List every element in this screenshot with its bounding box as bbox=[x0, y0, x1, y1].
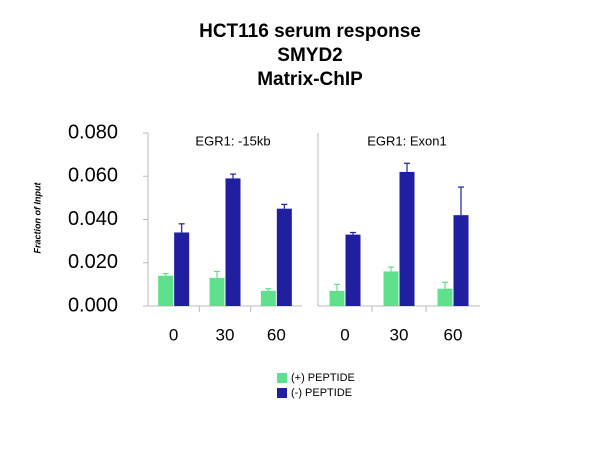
panel-title: EGR1: Exon1 bbox=[367, 133, 447, 148]
bar bbox=[174, 232, 190, 306]
chart-title: HCT116 serum response bbox=[199, 21, 421, 42]
bar bbox=[260, 290, 276, 306]
bar bbox=[383, 271, 399, 306]
bar bbox=[453, 215, 469, 306]
x-tick-label: 0 bbox=[169, 325, 178, 344]
bar bbox=[276, 208, 292, 306]
bar bbox=[437, 288, 453, 306]
x-tick-label: 30 bbox=[216, 325, 235, 344]
legend-swatch bbox=[277, 373, 287, 383]
chart-title: Matrix-ChIP bbox=[257, 69, 363, 90]
bar bbox=[399, 171, 415, 306]
bar bbox=[225, 178, 241, 306]
y-tick-label: 0.080 bbox=[68, 121, 118, 143]
y-tick-label: 0.020 bbox=[68, 251, 118, 273]
bar bbox=[158, 275, 174, 306]
bar bbox=[345, 234, 361, 306]
x-tick-label: 0 bbox=[340, 325, 349, 344]
legend-label: (+) PEPTIDE bbox=[291, 372, 355, 384]
y-axis-label: Fraction of Input bbox=[32, 182, 42, 254]
x-tick-label: 60 bbox=[444, 325, 463, 344]
y-tick-label: 0.040 bbox=[68, 208, 118, 230]
bar bbox=[329, 290, 345, 306]
y-tick-label: 0.060 bbox=[68, 165, 118, 187]
legend-swatch bbox=[277, 388, 287, 398]
panel-title: EGR1: -15kb bbox=[195, 133, 270, 148]
x-tick-label: 30 bbox=[390, 325, 409, 344]
legend-label: (-) PEPTIDE bbox=[291, 387, 352, 399]
bar bbox=[209, 277, 225, 306]
chart-title: SMYD2 bbox=[277, 45, 342, 66]
x-tick-label: 60 bbox=[267, 325, 286, 344]
y-tick-label: 0.000 bbox=[68, 294, 118, 316]
